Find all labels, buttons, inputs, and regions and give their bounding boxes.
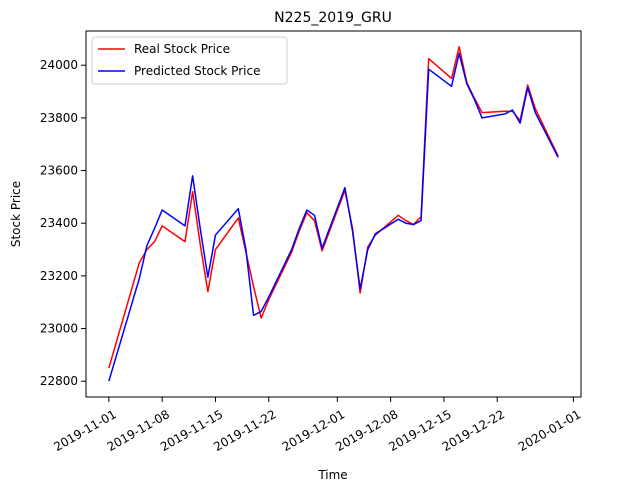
- y-tick-label: 23800: [40, 111, 78, 125]
- legend-label-real: Real Stock Price: [134, 42, 230, 56]
- y-tick-label: 24000: [40, 58, 78, 72]
- x-tick-label: 2020-01-01: [516, 407, 583, 454]
- y-axis-title: Stock Price: [9, 181, 23, 247]
- series-line-predicted: [108, 52, 559, 382]
- plot-area: [108, 46, 559, 382]
- legend-label-predicted: Predicted Stock Price: [134, 64, 260, 78]
- plot-frame: [85, 30, 582, 398]
- x-axis-title: Time: [317, 468, 347, 482]
- legend: Real Stock Price Predicted Stock Price: [91, 36, 288, 85]
- x-axis: 2019-11-012019-11-082019-11-152019-11-22…: [51, 397, 583, 454]
- series-line-real: [108, 46, 559, 369]
- y-axis: 22800 23000 23200 23400 23600 23800 24000: [40, 58, 86, 388]
- y-tick-label: 23600: [40, 164, 78, 178]
- y-tick-label: 22800: [40, 374, 78, 388]
- y-tick-label: 23400: [40, 216, 78, 230]
- chart-title: N225_2019_GRU: [274, 10, 392, 26]
- legend-box: [91, 36, 288, 85]
- y-tick-label: 23200: [40, 269, 78, 283]
- y-tick-label: 23000: [40, 322, 78, 336]
